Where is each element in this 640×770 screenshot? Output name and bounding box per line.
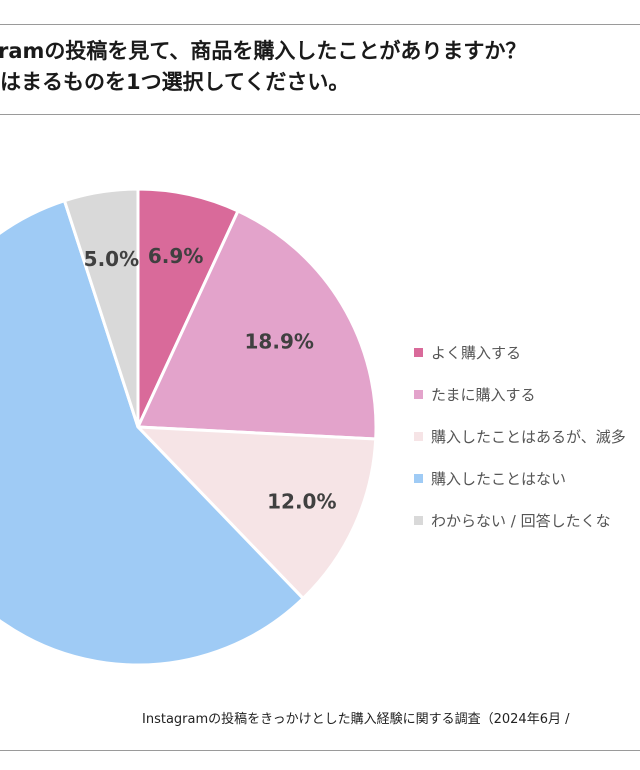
source-note: Instagramの投稿をきっかけとした購入経験に関する調査（2024年6月 / [142,712,570,727]
chart-title: ramの投稿を見て、商品を購入したことがありますか？ はまるものを1つ選択してく… [0,36,640,98]
pie-chart: 6.9%18.9%12.0%%5.0% [0,187,378,667]
legend-item: よく購入する [414,342,640,384]
legend-swatch [414,474,423,483]
legend-item: たまに購入する [414,384,640,426]
legend-label: わからない / 回答したくな [431,512,611,530]
legend: よく購入する たまに購入する 購入したことはあるが、滅多 購入したことはない わ… [414,342,640,552]
pie-slice [0,199,305,667]
slice-value-label: 5.0% [84,247,139,271]
slice-value-label: 12.0% [267,490,336,514]
legend-label: 購入したことはあるが、滅多 [431,428,626,446]
pie-slice [136,209,378,441]
pie-slice [136,425,378,600]
title-line-1: ramの投稿を見て、商品を購入したことがありますか？ [0,39,527,63]
title-rule [0,114,640,115]
title-line-2: はまるものを1つ選択してください。 [0,70,350,94]
bottom-rule [0,750,640,751]
legend-label: よく購入する [431,344,522,362]
legend-swatch [414,348,423,357]
top-rule [0,24,640,25]
legend-label: 購入したことはない [431,470,567,488]
legend-label: たまに購入する [431,386,536,404]
legend-swatch [414,432,423,441]
pie-slice [62,187,140,429]
legend-item: 購入したことはあるが、滅多 [414,426,640,468]
pie-slice [136,187,240,429]
legend-swatch [414,390,423,399]
legend-item: 購入したことはない [414,468,640,510]
legend-swatch [414,516,423,525]
slice-value-label: 6.9% [148,244,203,268]
legend-item: わからない / 回答したくな [414,510,640,552]
slice-value-label: 18.9% [245,330,314,354]
